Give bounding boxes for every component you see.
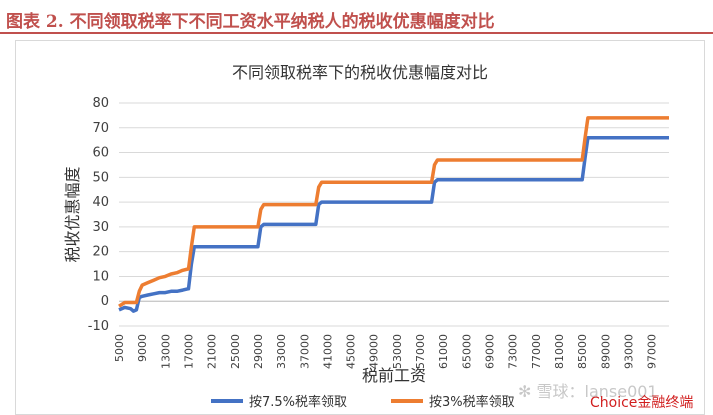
legend-label: 按3%税率领取: [429, 394, 515, 410]
x-tick-label: 69000: [484, 334, 497, 369]
chart-title: 不同领取税率下的税收优惠幅度对比: [231, 63, 488, 82]
x-tick-label: 33000: [275, 334, 288, 369]
x-tick-label: 5000: [113, 334, 126, 362]
y-tick-label: 0: [101, 294, 109, 309]
figure-title: 图表 2. 不同领取税率下不同工资水平纳税人的税收优惠幅度对比: [6, 12, 495, 32]
line-chart: -10 0 10 20 30 40 50 60 70 80 5000 9000 13000 17000 21…: [63, 96, 669, 410]
x-tick-label: 77000: [530, 334, 543, 369]
xueqiu-watermark: ✻ 雪球：lanse001: [518, 382, 658, 401]
x-tick-label: 73000: [507, 334, 520, 369]
x-tick-label: 13000: [159, 334, 172, 369]
x-tick-label: 85000: [576, 334, 589, 369]
x-tick-label: 9000: [136, 334, 149, 362]
y-tick-label: 80: [92, 96, 109, 111]
x-tick-label: 49000: [368, 334, 381, 369]
y-tick-label: 10: [92, 269, 109, 284]
series-line: [118, 135, 669, 313]
series-line: [118, 116, 669, 308]
y-tick-label: 20: [92, 245, 109, 260]
x-tick-label: 17000: [182, 334, 195, 369]
x-tick-label: 65000: [460, 334, 473, 369]
x-tick-label: 53000: [391, 334, 404, 369]
x-tick-label: 25000: [229, 334, 242, 369]
x-tick-label: 21000: [206, 334, 219, 369]
x-tick-label: 37000: [298, 334, 311, 369]
choice-watermark: Choice金融终端: [590, 395, 694, 411]
x-tick-label: 93000: [622, 334, 635, 369]
legend-label: 按7.5%税率领取: [249, 394, 347, 410]
y-tick-label: 70: [92, 121, 109, 136]
figure-header: 图表 2. 不同领取税率下不同工资水平纳税人的税收优惠幅度对比: [0, 0, 713, 34]
x-tick-label: 45000: [345, 334, 358, 369]
y-tick-label: 40: [92, 195, 109, 210]
x-tick-label: 41000: [321, 334, 334, 369]
y-tick-label: 30: [92, 220, 109, 235]
x-tick-label: 97000: [646, 334, 659, 369]
y-tick-label: -10: [88, 319, 109, 334]
x-tick-label: 81000: [553, 334, 566, 369]
x-tick-label: 89000: [599, 334, 612, 369]
y-tick-label: 60: [92, 146, 109, 161]
x-axis-label: 税前工资: [362, 366, 426, 385]
x-tick-label: 57000: [414, 334, 427, 369]
y-axis-label: 税收优惠幅度: [63, 166, 82, 262]
chart-area: 不同领取税率下的税收优惠幅度对比 -10 0 10 20 30 40 50 60 70 80 500…: [15, 40, 705, 415]
x-tick-label: 61000: [437, 334, 450, 369]
y-tick-label: 50: [92, 170, 109, 185]
x-tick-label: 29000: [252, 334, 265, 369]
